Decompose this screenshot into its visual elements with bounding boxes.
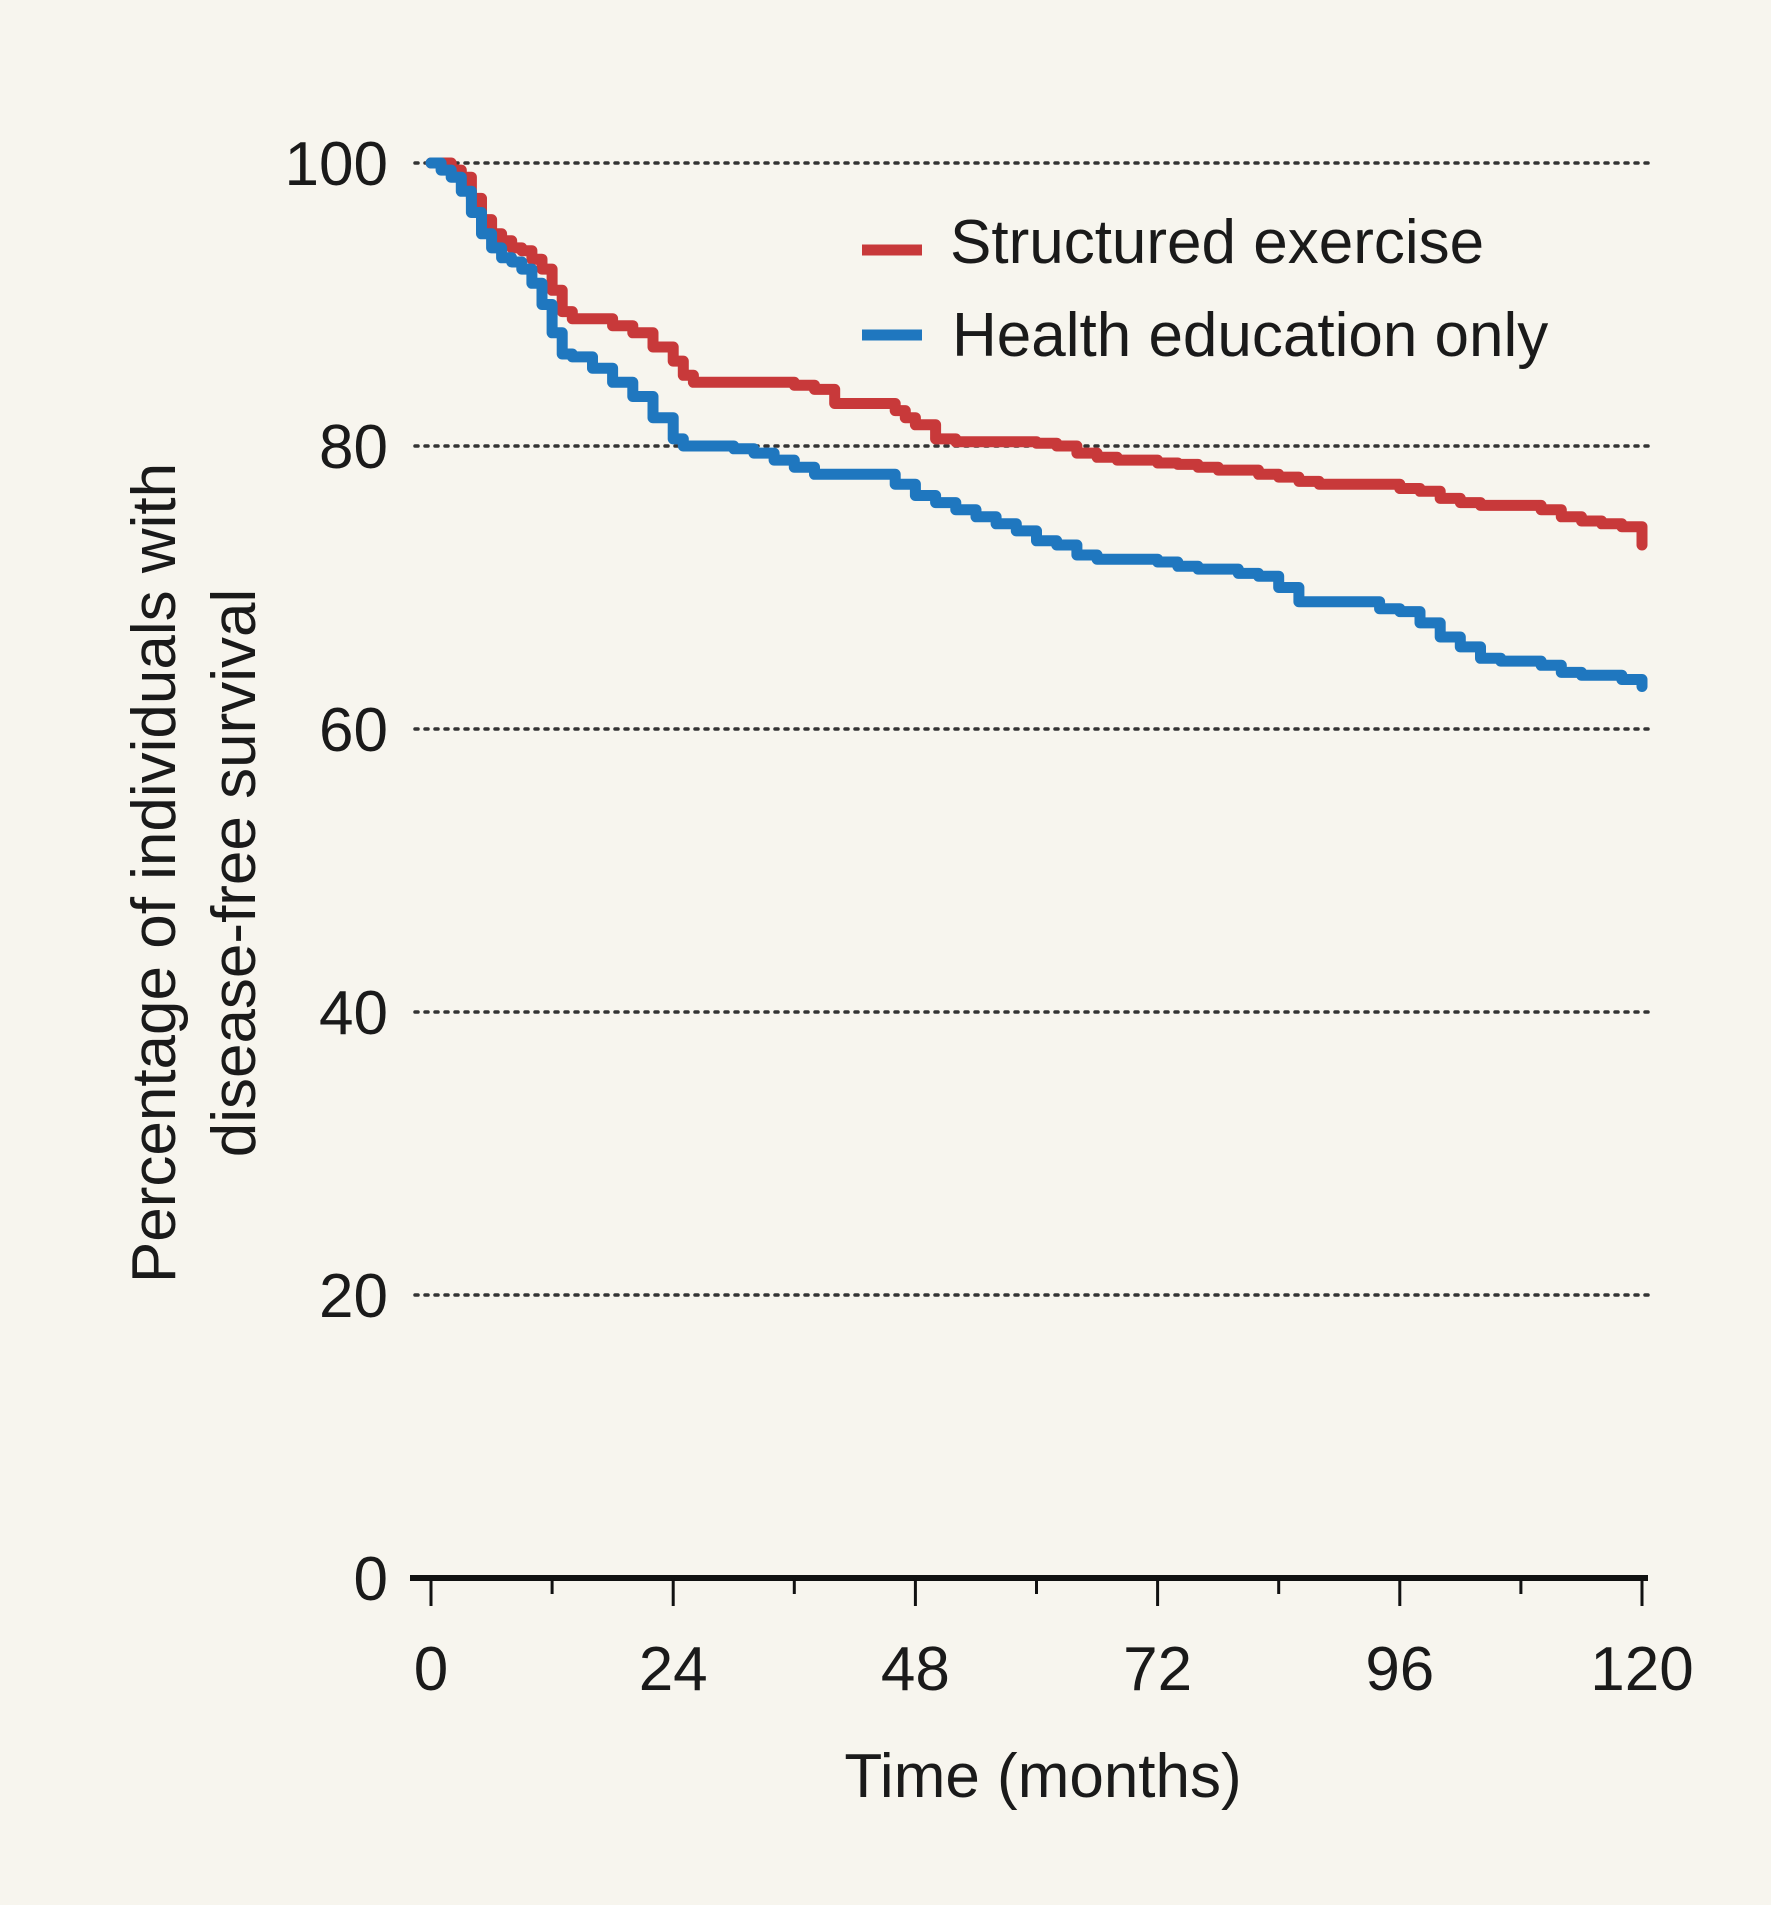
legend-label-health-education-only: Health education only (952, 301, 1548, 370)
legend: Structured exercise Health education onl… (862, 208, 1548, 370)
legend-label-structured-exercise: Structured exercise (950, 208, 1484, 277)
x-tick-label-48: 48 (881, 1635, 950, 1704)
y-axis-title-line-1: Percentage of individuals with (120, 463, 189, 1283)
y-tick-label-0: 0 (354, 1545, 388, 1614)
y-tick-label-60: 60 (319, 696, 388, 765)
series-line-health-education-only (425, 157, 1648, 692)
y-tick-labels: 0 20 40 60 80 100 (285, 130, 388, 1614)
y-axis-title: Percentage of individuals with disease-f… (120, 463, 269, 1283)
y-tick-label-100: 100 (285, 130, 388, 199)
series-line-structured-exercise (425, 157, 1648, 551)
x-tick-label-120: 120 (1590, 1635, 1693, 1704)
x-tick-label-96: 96 (1365, 1635, 1434, 1704)
y-tick-label-40: 40 (319, 979, 388, 1048)
y-axis-title-line-2: disease-free survival (200, 589, 269, 1158)
x-tick-label-24: 24 (639, 1635, 708, 1704)
x-tick-label-0: 0 (414, 1635, 448, 1704)
x-tick-label-72: 72 (1123, 1635, 1192, 1704)
x-ticks: 0 24 48 72 96 120 (414, 1578, 1694, 1704)
x-axis-title: Time (months) (844, 1742, 1241, 1811)
series-lines (425, 157, 1648, 692)
y-tick-label-20: 20 (319, 1262, 388, 1331)
y-tick-label-80: 80 (319, 413, 388, 482)
